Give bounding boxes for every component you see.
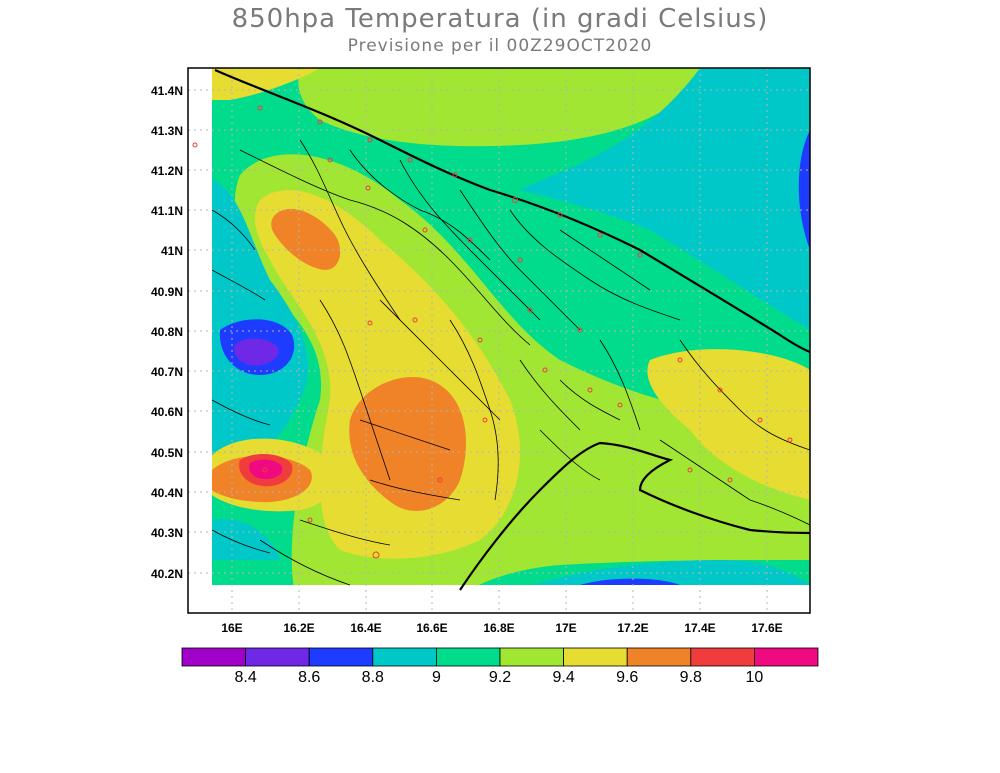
field-9.6-northwest [212, 68, 320, 100]
lon-tick-label: 17E [555, 621, 576, 635]
colorbar-swatch [626, 647, 692, 667]
lat-tick-label: 41.2N [151, 164, 183, 178]
colorbar-label: 8.6 [298, 669, 320, 686]
field-8.6-west [234, 338, 279, 366]
field-10.2-southwest [249, 459, 283, 480]
lon-tick-label: 16.2E [283, 621, 314, 635]
lat-tick-label: 41.3N [151, 124, 183, 138]
colorbar-label: 8.8 [362, 669, 384, 686]
colorbar-swatch [690, 647, 755, 667]
colorbar-swatch [372, 647, 437, 667]
lon-tick-label: 16.6E [416, 621, 447, 635]
colorbar-swatch [499, 647, 564, 667]
lon-tick-label: 16.4E [350, 621, 381, 635]
colorbar-label: 9.4 [552, 669, 574, 686]
map-subtitle: Previsione per il 00Z29OCT2020 [347, 36, 653, 56]
field-9-southwest-strip [212, 519, 280, 560]
field-8.8-northeast [798, 130, 810, 250]
lat-tick-label: 40.8N [151, 325, 183, 339]
colorbar-swatch [563, 647, 628, 667]
field-9-northeast [520, 68, 810, 330]
lat-tick-label: 40.3N [151, 526, 183, 540]
lon-tick-label: 17.6E [751, 621, 782, 635]
colorbar-label: 9.6 [616, 669, 638, 686]
colorbar-label: 9.2 [489, 669, 511, 686]
colorbar-label: 9.8 [680, 669, 702, 686]
lat-tick-label: 41N [161, 244, 183, 258]
lat-tick-label: 40.6N [151, 405, 183, 419]
lon-tick-label: 16.8E [483, 621, 514, 635]
coastline [214, 68, 810, 591]
lon-tick-label: 16E [221, 621, 242, 635]
lat-tick-label: 40.5N [151, 446, 183, 460]
colorbar-label: 8.4 [234, 669, 256, 686]
temperature-field [188, 68, 810, 613]
lat-tick-label: 40.9N [151, 285, 183, 299]
lat-tick-label: 41.4N [151, 84, 183, 98]
lon-axis: 16E 16.2E 16.4E 16.6E 16.8E 17E 17.2E 17… [221, 621, 782, 635]
field-9.4-north [298, 68, 700, 147]
field-9.6-east [647, 349, 810, 500]
field-9.8-north [271, 208, 341, 270]
map-title: 850hpa Temperatura (in gradi Celsius) [231, 4, 769, 34]
lat-tick-label: 41.1N [151, 204, 183, 218]
admin-boundaries [211, 139, 810, 586]
colorbar-label: 10 [746, 669, 764, 686]
lat-axis: 41.4N 41.3N 41.2N 41.1N 41N 40.9N 40.8N … [151, 84, 183, 581]
colorbar-swatch [245, 647, 310, 667]
colorbar-swatch [435, 647, 501, 667]
colorbar: 8.4 8.6 8.8 9 9.2 9.4 9.6 9.8 10 [181, 647, 819, 686]
colorbar-swatch [754, 647, 819, 667]
colorbar-swatch [181, 647, 246, 667]
graticule [188, 68, 810, 613]
lat-tick-label: 40.7N [151, 365, 183, 379]
field-9.8-central [349, 377, 466, 511]
lon-tick-label: 17.4E [684, 621, 715, 635]
town-markers [192, 105, 793, 559]
plot-frame [187, 67, 811, 614]
lat-tick-label: 40.4N [151, 486, 183, 500]
colorbar-label: 9 [432, 669, 441, 686]
field-8.8-south [580, 578, 680, 585]
lon-tick-label: 17.2E [617, 621, 648, 635]
lat-tick-label: 40.2N [151, 567, 183, 581]
colorbar-swatch [308, 647, 374, 667]
